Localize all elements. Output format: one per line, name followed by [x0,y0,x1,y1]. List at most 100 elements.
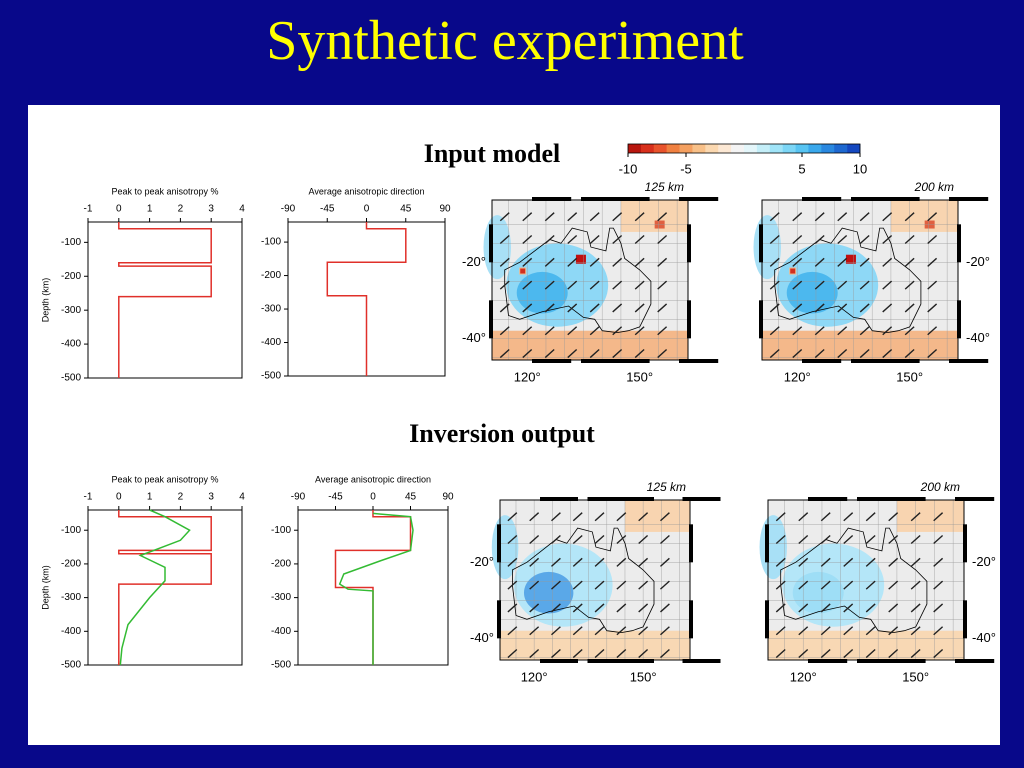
map-anomaly [523,571,574,614]
lon-label: 120° [514,369,541,384]
colorbar-tick-label: 5 [798,161,805,176]
colorbar-cell [640,144,655,153]
direction-bar [567,257,578,267]
direction-bar [769,349,780,359]
direction-bar [910,649,921,659]
direction-bar [843,626,854,636]
direction-bar [616,512,627,522]
direction-bar [522,234,533,245]
x-tick-label: 1 [147,492,153,503]
direction-bar [775,557,786,567]
map-border [765,524,769,563]
map-border [880,359,920,363]
map [753,197,989,363]
y-tick-label: -400 [61,626,81,637]
direction-bar [522,280,533,290]
direction-bar [638,557,649,567]
y-tick-label: -100 [61,237,81,248]
lon-label: 150° [630,669,657,684]
direction-bar [933,512,944,522]
direction-bar [798,534,809,545]
map-border [857,659,897,663]
direction-bar [657,234,668,245]
direction-bar [843,557,854,567]
direction-bar [904,212,915,222]
direction-bar [837,234,848,245]
y-tick-label: -500 [271,660,291,671]
direction-bar [544,303,555,313]
map-border [759,224,763,263]
direction-bar [589,234,600,245]
direction-bar [529,649,540,659]
direction-bar [927,234,938,245]
map-border [581,197,621,201]
direction-bar [529,512,540,522]
direction-bar [589,280,600,290]
map-border [616,497,654,501]
direction-bar [616,557,627,567]
chart-title: Peak to peak anisotropy % [111,474,218,484]
map-border [587,497,626,501]
direction-bar [933,580,944,590]
map-border [679,359,719,363]
direction-bar [927,349,938,359]
direction-bar [792,303,803,313]
x-tick-label: 3 [208,492,214,503]
map-border [857,497,897,501]
direction-bar [769,234,780,245]
map-border [532,197,572,201]
lat-label: -40° [972,630,996,645]
direction-bar [572,512,583,522]
map-anomaly [789,267,797,275]
colorbar-frame [627,143,861,154]
direction-bar [638,649,649,659]
lat-label: -40° [470,630,494,645]
direction-bar [634,280,645,290]
direction-bar [551,603,561,613]
map-border [802,197,842,201]
direction-bar [859,303,870,313]
map-border [955,659,995,663]
direction-bar [551,626,561,636]
direction-bar [594,603,605,613]
direction-bar [567,280,578,290]
direction-bar [859,257,870,267]
direction-bar [814,349,825,359]
direction-bar [572,580,583,590]
direction-bar [882,326,893,336]
direction-bar [792,212,803,222]
direction-bar [859,212,870,222]
direction-bar [612,303,623,313]
direction-bar [638,626,649,636]
colorbar-cell [628,144,642,153]
y-tick-label: -300 [61,592,81,603]
map-border [687,300,691,339]
direction-bar [769,257,780,267]
direction-bar [507,580,518,590]
direction-bar [589,326,600,336]
direction-bar [769,212,780,222]
direction-bar [551,649,561,659]
direction-bar [657,212,668,222]
direction-bar [529,557,540,567]
map-anomaly [519,267,527,275]
direction-bar [798,557,809,567]
direction-bar [634,212,645,222]
direction-bar [837,212,848,222]
direction-bar [612,349,623,359]
direction-bar [865,512,876,522]
direction-bar [572,557,583,567]
direction-bar [572,534,583,545]
direction-bar [888,603,899,613]
direction-bar [589,303,600,313]
direction-bar [616,534,627,545]
direction-bar [775,626,786,636]
direction-bar [660,626,670,636]
y-tick-label: -200 [61,559,81,570]
map-label: 200 km [920,480,960,494]
direction-bar [837,257,848,267]
direction-bar [507,626,518,636]
x-tick-label: 0 [116,204,122,215]
direction-bar [594,649,605,659]
map-anomaly [575,254,586,264]
